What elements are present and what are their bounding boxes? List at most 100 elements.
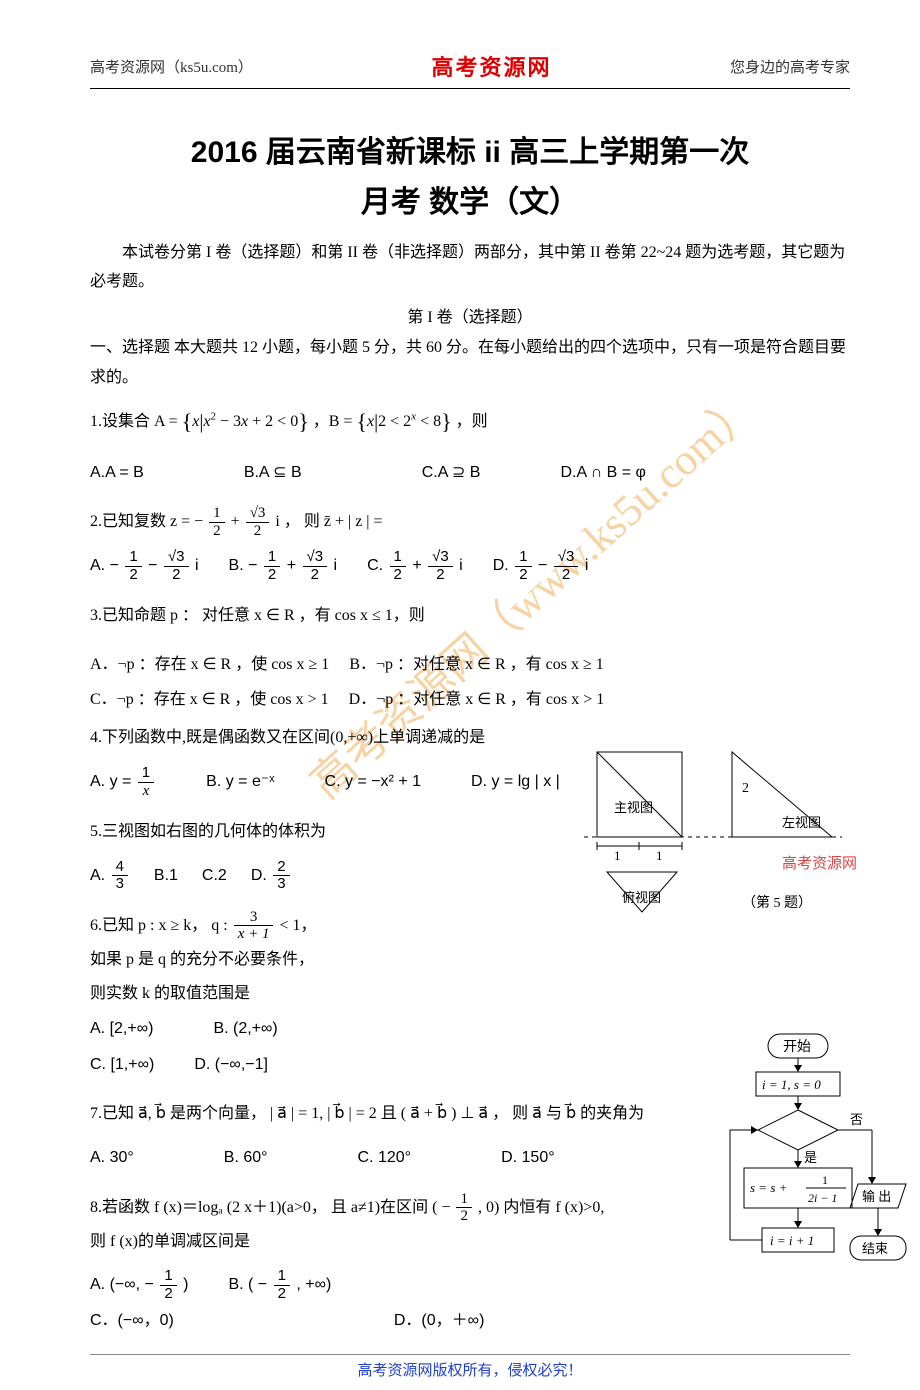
q2a-d1: 2 — [125, 567, 141, 584]
three-view-svg: 主视图 左视图 2 1 1 俯视图 （第 5 题） — [582, 742, 852, 942]
q2d-n1: 1 — [515, 549, 531, 567]
q2-opt-c: C. 12 + √32 i — [367, 549, 463, 583]
question-2: 2.已知复数 z = − 12 + √32 i ， 则 z̄ + | z | =… — [90, 505, 850, 583]
header-right: 您身边的高考专家 — [730, 56, 850, 77]
q2d-d1: 2 — [515, 567, 531, 584]
q4a-n: 1 — [138, 765, 154, 783]
q1-mid: ，B = — [313, 413, 357, 430]
q8-opt-d: D．(0，＋∞) — [394, 1304, 485, 1338]
q4-opt-a: A. y = 1x — [90, 765, 156, 799]
q2-opt-d: D. 12 − √32 i — [493, 549, 589, 583]
q6-opt-b: B. (2,+∞) — [213, 1012, 277, 1046]
question-3: 3.已知命题 p ： 对任意 x ∈ R ，有 cos x ≤ 1，则 A．¬p… — [90, 599, 850, 717]
q5a-d: 3 — [112, 876, 128, 893]
q8b-n: 1 — [274, 1268, 290, 1286]
q1-opt-b: B.A ⊆ B — [244, 456, 302, 490]
q6-opt-c: C. [1,+∞) — [90, 1048, 154, 1082]
q5-opt-c: C.2 — [202, 859, 227, 893]
fc-init: i = 1, s = 0 — [762, 1077, 821, 1092]
q2d-pre: D. — [493, 558, 513, 575]
q2a-mid: − — [148, 558, 162, 575]
flowchart-svg: 开始 i = 1, s = 0 否 是 s = s + 1 2i − 1 — [710, 1032, 910, 1292]
fc-body-num: 1 — [822, 1173, 828, 1187]
q5d-n: 2 — [273, 859, 289, 877]
section-label: 第 I 卷（选择题） — [90, 303, 850, 327]
q2b-tail: i — [334, 558, 338, 575]
q4-opt-c: C. y = −x² + 1 — [325, 765, 421, 799]
doc-title-line1: 2016 届云南省新课标 ii 高三上学期第一次 — [90, 127, 850, 171]
q2a-n2: √3 — [164, 549, 189, 567]
q1-opt-d: D.A ∩ B = φ — [560, 456, 645, 490]
q6-line2: 如果 p 是 q 的充分不必要条件， — [90, 943, 510, 977]
question-8: 8.若函数 f (x)＝logₐ (2 x＋1)(a>0， 且 a≠1)在区间 … — [90, 1191, 650, 1339]
left-view-label: 左视图 — [782, 815, 821, 830]
fc-end: 结束 — [862, 1241, 888, 1256]
q2-mid1: + — [231, 513, 244, 530]
q8-opt-b: B. ( − 12 , +∞) — [228, 1268, 331, 1302]
q5-opt-a: A. 43 — [90, 859, 130, 893]
q1-opt-a: A.A = B — [90, 456, 144, 490]
q8a-pre: A. (−∞, − — [90, 1277, 158, 1294]
q5-caption: （第 5 题） — [742, 894, 812, 911]
q2c-n2: √3 — [428, 549, 453, 567]
q2d-n2: √3 — [554, 549, 579, 567]
q2d-mid: − — [538, 558, 552, 575]
q3-opt-a: A．¬p ：存在 x ∈ R ，使 cos x ≥ 1 — [90, 656, 329, 673]
q8-opt-c: C．(−∞，0) — [90, 1304, 174, 1338]
q7-opt-a: A. 30° — [90, 1141, 134, 1175]
q8b-d: 2 — [274, 1286, 290, 1303]
q2-options: A. − 12 − √32 i B. − 12 + √32 i C. 12 + … — [90, 549, 850, 583]
q5-figure: 主视图 左视图 2 1 1 俯视图 （第 5 题） 高考资源网 — [582, 742, 852, 942]
fc-yes: 是 — [804, 1150, 817, 1165]
fc-body-a: s = s + — [750, 1180, 787, 1195]
q8a-n: 1 — [160, 1268, 176, 1286]
q4a-d: x — [138, 783, 154, 800]
q2-opt-a: A. − 12 − √32 i — [90, 549, 199, 583]
q2a-n1: 1 — [125, 549, 141, 567]
q2c-d2: 2 — [428, 567, 453, 584]
fc-output: 输 出 — [862, 1189, 891, 1204]
q6-n: 3 — [234, 909, 274, 927]
q1-opt-c: C.A ⊇ B — [422, 456, 481, 490]
dim-1a: 1 — [614, 848, 621, 863]
q7-opt-d: D. 150° — [501, 1141, 555, 1175]
q3-opt-d: D．¬p ：对任意 x ∈ R ，有 cos x > 1 — [349, 691, 605, 708]
q2c-tail: i — [459, 558, 463, 575]
q2b-pre: B. − — [229, 558, 262, 575]
page-header: 高考资源网（ks5u.com） 高考资源网 您身边的高考专家 — [90, 50, 850, 89]
q2-opt-b: B. − 12 + √32 i — [229, 549, 338, 583]
watermark-small: 高考资源网 — [782, 852, 857, 873]
q2-f2n: √3 — [246, 505, 270, 523]
question-6: 6.已知 p : x ≥ k， q : 3x + 1 < 1， 如果 p 是 q… — [90, 909, 510, 1082]
q4a-pre: A. y = — [90, 773, 136, 790]
q2c-mid: + — [412, 558, 426, 575]
q5a-n: 4 — [112, 859, 128, 877]
fc-inc: i = i + 1 — [770, 1233, 814, 1248]
q2b-d1: 2 — [264, 567, 280, 584]
q7-opt-c: C. 120° — [358, 1141, 412, 1175]
q2b-n2: √3 — [303, 549, 328, 567]
question-1: 1.设集合 A = {x|x2 − 3x + 2 < 0} ，B = {x|2 … — [90, 399, 850, 489]
header-left: 高考资源网（ks5u.com） — [90, 56, 253, 77]
q1-options: A.A = B B.A ⊆ B C.A ⊇ B D.A ∩ B = φ — [90, 456, 850, 490]
intro-paragraph: 本试卷分第 I 卷（选择题）和第 II 卷（非选择题）两部分，其中第 II 卷第… — [90, 239, 850, 297]
fc-body-den: 2i − 1 — [808, 1191, 837, 1205]
q6-d: x + 1 — [234, 926, 274, 943]
q7-opt-b: B. 60° — [224, 1141, 268, 1175]
q3-opt-b: B．¬p ：对任意 x ∈ R ，有 cos x ≥ 1 — [349, 656, 603, 673]
q3-opt-c: C．¬p ：存在 x ∈ R ，使 cos x > 1 — [90, 691, 329, 708]
fc-start: 开始 — [783, 1039, 811, 1055]
question-5: 5.三视图如右图的几何体的体积为 A. 43 B.1 C.2 D. 23 — [90, 815, 510, 893]
q8-stem-b: , 0) 内恒有 f (x)>0, — [478, 1199, 604, 1216]
q2-stem-a: 2.已知复数 z = − — [90, 513, 203, 530]
q6-opt-d: D. (−∞,−1] — [194, 1048, 268, 1082]
q2c-d1: 2 — [390, 567, 406, 584]
q2b-d2: 2 — [303, 567, 328, 584]
q8-line2: 则 f (x)的单调减区间是 — [90, 1225, 650, 1259]
q2-f1n: 1 — [209, 505, 225, 523]
q2b-n1: 1 — [264, 549, 280, 567]
q4-opt-b: B. y = e⁻ˣ — [206, 765, 274, 799]
q2d-tail: i — [585, 558, 589, 575]
q2a-pre: A. − — [90, 558, 123, 575]
mc-instructions: 一、选择题 本大题共 12 小题，每小题 5 分，共 60 分。在每小题给出的四… — [90, 333, 850, 394]
